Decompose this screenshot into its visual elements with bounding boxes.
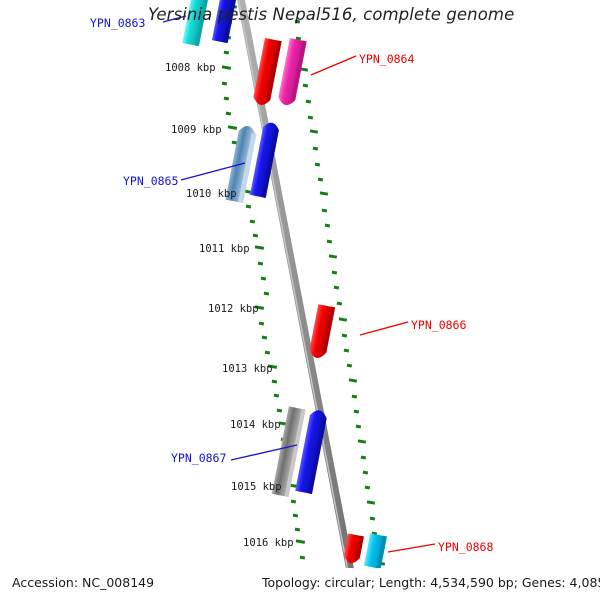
gene-glyph-YPN_0868b[interactable] [363,533,387,569]
axis-tick-label-1012: 1012 kbp [208,303,259,315]
axis-tick-label-1008: 1008 kbp [165,62,216,74]
axis-tick-label-1015: 1015 kbp [231,481,282,493]
axis-tick-label-1009: 1009 kbp [171,124,222,136]
axis-tick-label-1010: 1010 kbp [186,188,237,200]
gene-glyph-YPN_0867[interactable] [271,406,306,497]
gene-label-YPN_0864[interactable]: YPN_0864 [359,52,415,66]
axis-tick-label-1013: 1013 kbp [222,363,273,375]
axis-tick-label-1016: 1016 kbp [243,537,294,549]
gene-label-YPN_0863[interactable]: YPN_0863 [90,16,146,30]
gene-glyph-YPN_0867b[interactable] [295,409,328,494]
gene-label-YPN_0867[interactable]: YPN_0867 [171,451,227,465]
leader-line-YPN_0863 [162,15,187,23]
gene-glyph-YPN_0863[interactable] [182,0,214,47]
leader-line-YPN_0865 [180,162,246,181]
axis-tick-label-1014: 1014 kbp [230,419,281,431]
status-genome-summary: Topology: circular; Length: 4,534,590 bp… [262,575,600,590]
leader-line-YPN_0864 [310,55,357,76]
gene-glyph-YPN_0864[interactable] [252,37,282,107]
axis-tick-label-1011: 1011 kbp [199,243,250,255]
leader-line-YPN_0867 [230,444,298,461]
status-bar: Accession: NC_008149 Topology: circular;… [0,568,600,600]
leader-line-YPN_0868 [387,543,436,553]
status-accession: Accession: NC_008149 [12,575,155,590]
gene-glyph-YPN_0868[interactable] [343,533,364,564]
leader-line-YPN_0866 [359,321,409,336]
gene-glyph-YPN_0866[interactable] [308,304,336,359]
gene-label-YPN_0866[interactable]: YPN_0866 [411,318,467,332]
gene-label-YPN_0868[interactable]: YPN_0868 [438,540,494,554]
gene-glyph-YPN_0865b[interactable] [249,121,280,198]
genome-title: Yersinia pestis Nepal516, complete genom… [148,5,515,24]
gene-label-YPN_0865[interactable]: YPN_0865 [123,174,179,188]
gene-glyph-YPN_0863b[interactable] [211,0,242,44]
gene-glyph-YPN_0864b[interactable] [277,38,307,107]
label-leader-lines [162,15,436,553]
